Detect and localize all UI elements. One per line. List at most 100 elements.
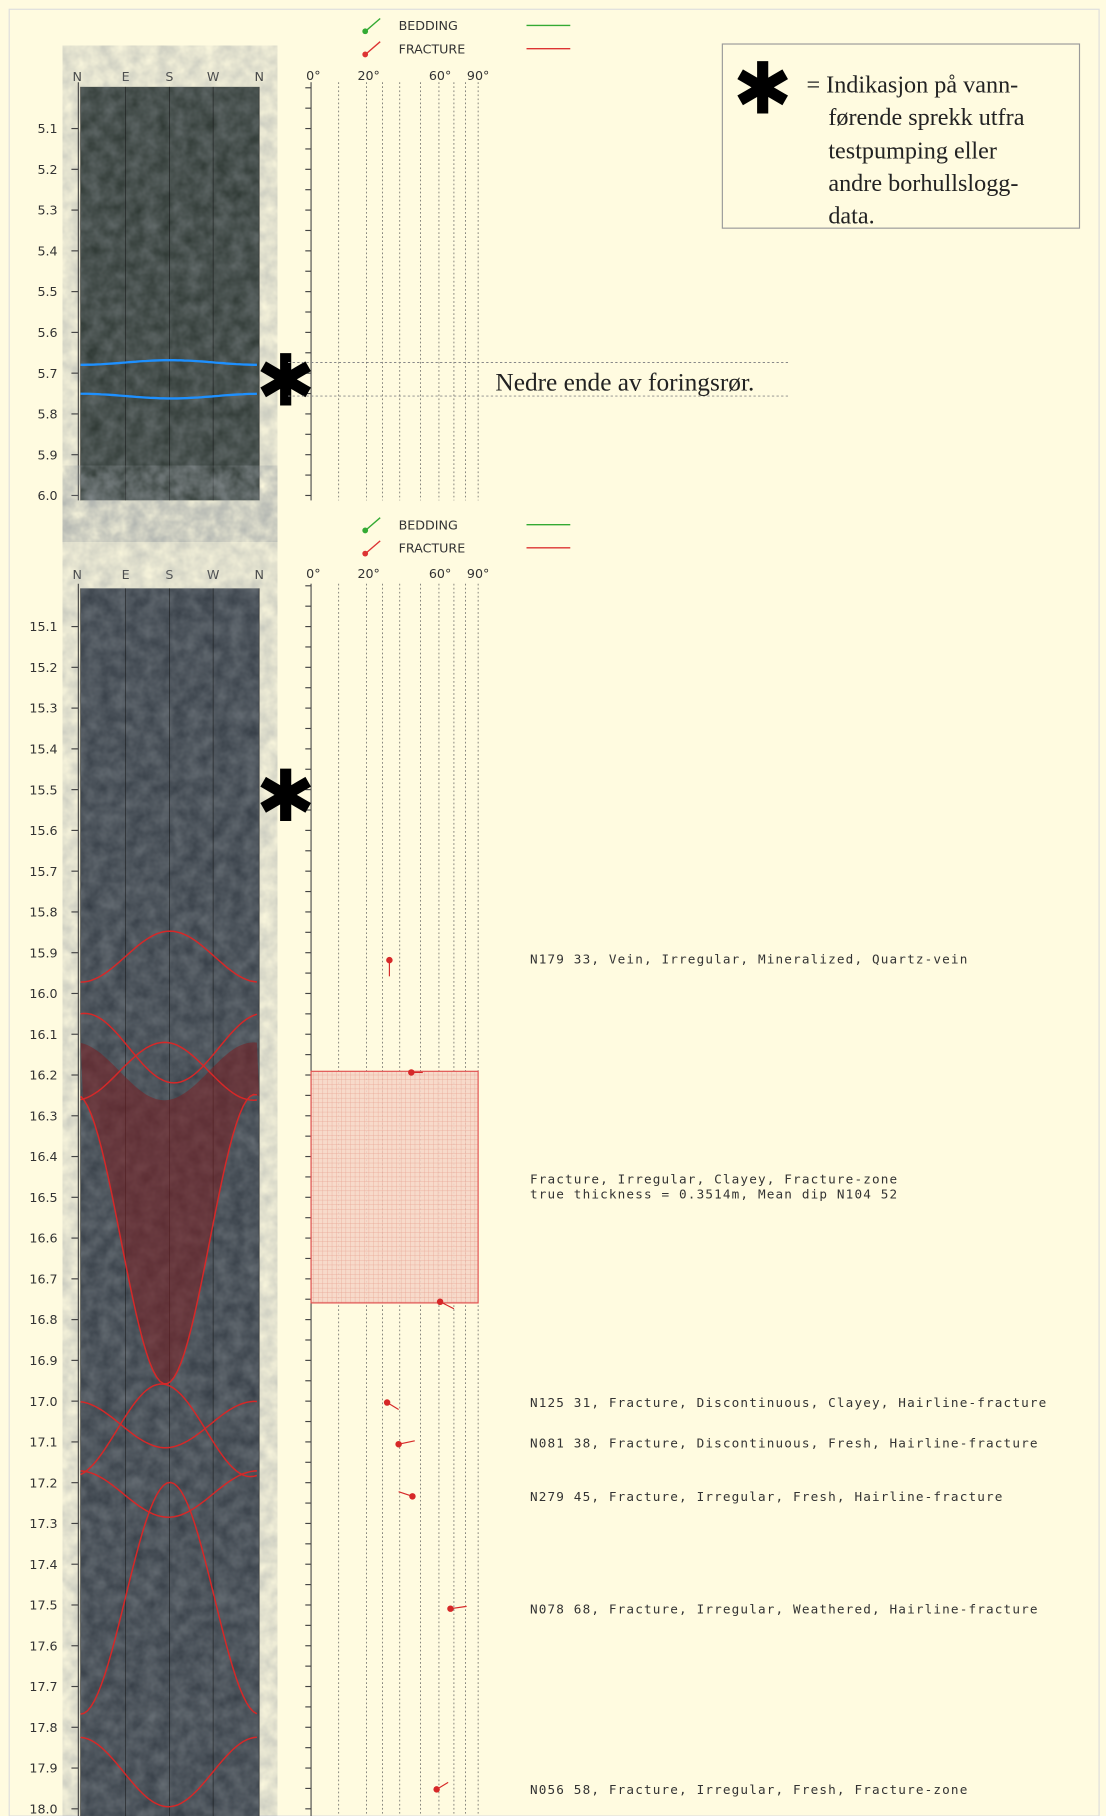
compass-label: S <box>165 567 173 582</box>
compass-label: S <box>165 69 173 84</box>
note-line: førende sprekk utfra <box>828 104 1024 131</box>
dip-marker <box>383 1399 391 1406</box>
depth-label: 17.2 <box>29 1475 57 1490</box>
sinusoid <box>80 392 257 400</box>
compass-label: N <box>254 567 263 582</box>
depth-label: 17.5 <box>29 1598 57 1613</box>
note-line: testpumping eller <box>828 138 997 165</box>
depth-label: 5.2 <box>37 162 57 177</box>
depth-label: 15.8 <box>29 905 57 920</box>
sinusoid <box>80 1383 258 1478</box>
depth-label: 16.7 <box>29 1271 57 1286</box>
dip-marker <box>447 1605 454 1612</box>
note-border <box>721 43 1081 229</box>
note-line: andre borhullslogg- <box>828 170 1018 197</box>
depth-label: 17.8 <box>29 1720 57 1735</box>
depth-label: 17.1 <box>29 1435 57 1450</box>
depth-label: 5.8 <box>37 407 57 422</box>
sinusoid <box>80 930 258 983</box>
depth-label: 5.4 <box>37 243 57 258</box>
fracture-description: true thickness = 0.3514m, Mean dip N104 … <box>530 1187 898 1202</box>
depth-label: 15.9 <box>29 945 57 960</box>
depth-label: 5.3 <box>37 203 57 218</box>
compass-label: E <box>122 567 130 582</box>
fracture-description: N179 33, Vein, Irregular, Mineralized, Q… <box>530 952 969 967</box>
sinusoid <box>80 1012 258 1084</box>
depth-label: 15.2 <box>29 660 57 675</box>
depth-label: 17.0 <box>29 1394 57 1409</box>
dip-scale-label: 20° <box>357 68 379 83</box>
dip-marker <box>386 956 393 964</box>
legend-icon <box>362 28 369 35</box>
frame <box>8 8 1100 1816</box>
depth-label: 16.2 <box>29 1068 57 1083</box>
compass-label: E <box>122 69 130 84</box>
fracture-description: N056 58, Fracture, Irregular, Fresh, Fra… <box>530 1782 969 1797</box>
compass-label: W <box>207 567 220 582</box>
sinusoid <box>80 1093 257 1385</box>
fracture-description: N125 31, Fracture, Discontinuous, Clayey… <box>530 1395 1047 1410</box>
depth-label: 6.0 <box>37 488 57 503</box>
water-indicator: ✱ <box>256 339 316 422</box>
legend-label: FRACTURE <box>399 540 466 555</box>
legend-label: FRACTURE <box>399 41 466 56</box>
depth-label: 5.5 <box>37 284 57 299</box>
fracture-description: Fracture, Irregular, Clayey, Fracture-zo… <box>530 1172 898 1187</box>
dip-marker <box>433 1786 440 1793</box>
dip-marker <box>408 1069 415 1076</box>
depth-label: 16.4 <box>29 1149 57 1164</box>
dip-scale-label: 60° <box>429 566 451 581</box>
note-line: = Indikasjon på vann- <box>806 72 1018 99</box>
dip-scale-label: 0° <box>306 566 320 581</box>
depth-label: 17.4 <box>29 1557 57 1572</box>
depth-label: 16.0 <box>29 986 57 1001</box>
dip-scale-label: 90° <box>467 68 489 83</box>
note-box: ✱ = Indikasjon på vann- førende sprekk u… <box>721 43 1081 230</box>
legend-label: BEDDING <box>399 517 458 532</box>
depth-label: 17.7 <box>29 1679 57 1694</box>
casing-annotation: Nedre ende av foringsrør. <box>495 368 754 396</box>
dip-scale-label: 90° <box>467 566 489 581</box>
depth-label: 16.1 <box>29 1027 57 1042</box>
compass-label: N <box>72 567 81 582</box>
sinusoid <box>80 1470 257 1518</box>
fracture-zone <box>310 1070 479 1304</box>
compass-label: W <box>207 69 220 84</box>
dip-marker <box>409 1493 416 1500</box>
legend-icon <box>362 527 369 534</box>
compass-label: N <box>254 69 263 84</box>
sinusoid <box>80 1736 257 1808</box>
depth-label: 16.9 <box>29 1353 57 1368</box>
depth-label: 15.7 <box>29 864 57 879</box>
fracture-zone-image <box>80 1042 260 1385</box>
fracture-description: N081 38, Fracture, Discontinuous, Fresh,… <box>530 1436 1039 1451</box>
depth-label: 5.6 <box>37 325 57 340</box>
depth-label: 17.6 <box>29 1638 57 1653</box>
sinusoid <box>80 1400 257 1449</box>
depth-label: 15.5 <box>29 782 57 797</box>
depth-label: 17.3 <box>29 1516 57 1531</box>
water-indicator: ✱ <box>256 755 316 838</box>
legend-label: BEDDING <box>399 18 458 33</box>
depth-label: 15.6 <box>29 823 57 838</box>
legend-icon <box>362 550 369 557</box>
depth-label: 15.1 <box>29 619 57 634</box>
fracture-description: N078 68, Fracture, Irregular, Weathered,… <box>530 1601 1039 1616</box>
note-line: data. <box>828 202 874 229</box>
dip-scale-label: 60° <box>429 68 451 83</box>
legend-icon <box>362 51 369 58</box>
depth-label: 16.6 <box>29 1231 57 1246</box>
sinusoid <box>80 1481 258 1715</box>
depth-label: 15.4 <box>29 741 57 756</box>
dip-marker <box>436 1298 444 1306</box>
depth-label: 16.3 <box>29 1108 57 1123</box>
fracture-description: N279 45, Fracture, Irregular, Fresh, Hai… <box>530 1489 1004 1504</box>
depth-label: 5.9 <box>37 447 57 462</box>
depth-label: 5.1 <box>37 121 57 136</box>
depth-label: 18.0 <box>29 1801 57 1816</box>
dip-scale-label: 20° <box>357 566 379 581</box>
depth-label: 5.7 <box>37 366 57 381</box>
note-symbol: ✱ <box>733 47 793 130</box>
borehole-texture <box>80 86 260 501</box>
